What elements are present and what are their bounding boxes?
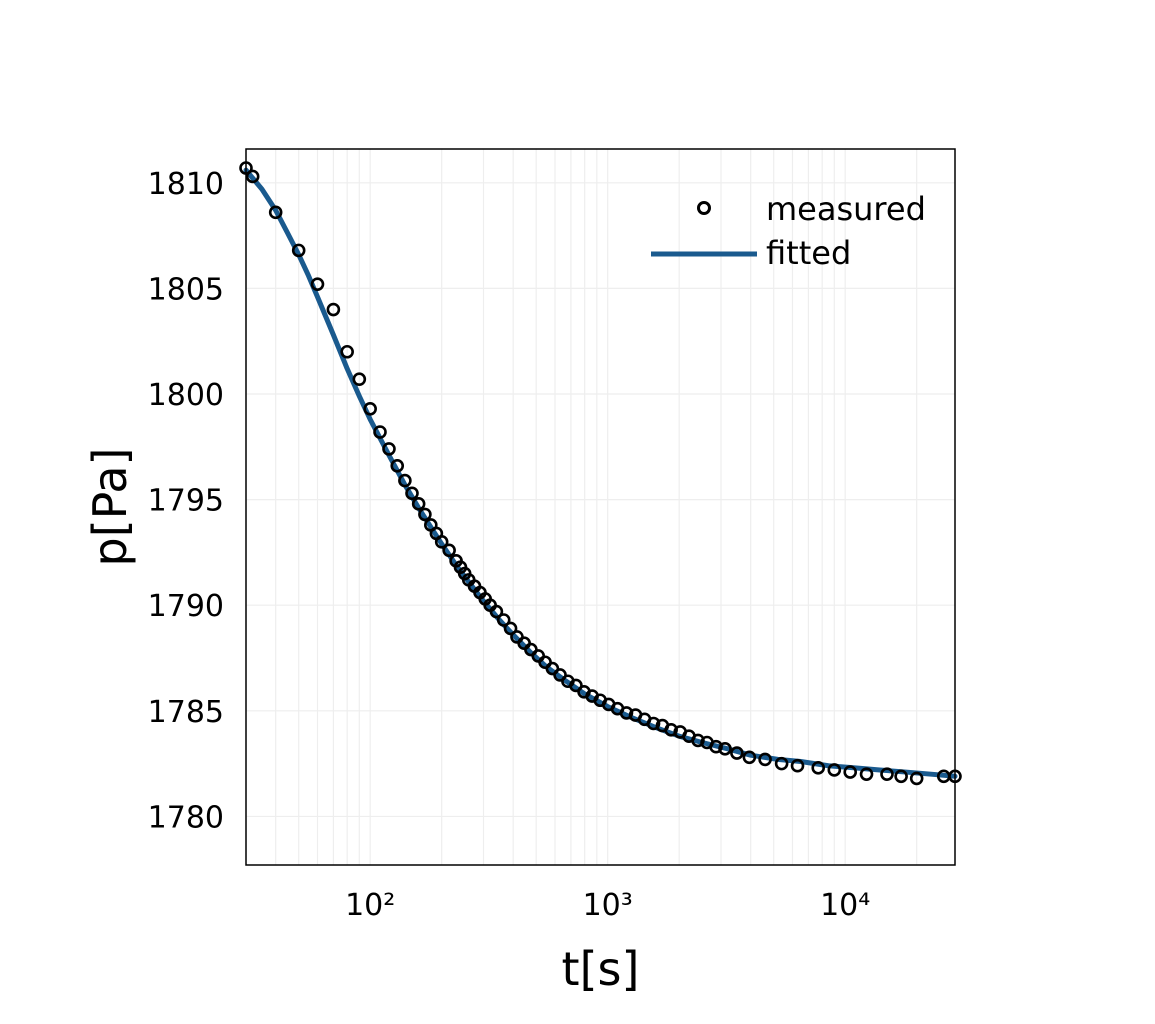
y-tick-label: 1795 (148, 484, 224, 519)
y-tick-label: 1805 (148, 272, 224, 307)
legend-measured-marker (697, 201, 711, 215)
measured-point (363, 401, 377, 416)
measured-point (758, 752, 772, 767)
measured-point (352, 372, 367, 387)
measured-point (390, 459, 405, 473)
measured-point (398, 473, 412, 488)
measured-point (489, 604, 504, 619)
measured-point (291, 243, 306, 258)
measured-point (373, 425, 387, 439)
y-tick-label: 1780 (148, 800, 224, 835)
x-tick-label: 10³ (583, 888, 633, 923)
measured-point (340, 344, 354, 359)
x-axis-ticks: 10² 10³ 10⁴ (345, 888, 870, 923)
measured-point (909, 771, 924, 786)
measured-point (418, 507, 432, 522)
measured-point (718, 742, 732, 756)
y-tick-label: 1810 (148, 167, 224, 202)
measured-point (742, 750, 757, 765)
measured-point (496, 613, 511, 627)
y-axis-ticks: 1780 1785 1790 1795 1800 1805 1810 (148, 167, 224, 836)
measured-point (442, 543, 456, 558)
legend-measured-label: measured (766, 190, 926, 228)
measured-point (843, 765, 858, 779)
y-tick-label: 1800 (148, 378, 224, 413)
measured-point (880, 767, 894, 781)
measured-point (382, 442, 396, 456)
measured-point (569, 678, 583, 693)
measured-point (326, 302, 341, 317)
measured-point (709, 739, 723, 754)
legend: measured fitted (651, 190, 926, 272)
measured-point (245, 169, 260, 184)
measured-point (827, 763, 842, 777)
measured-point (646, 716, 661, 731)
x-axis-label: t[s] (562, 942, 640, 996)
measured-point (411, 497, 426, 511)
grid-lines (245, 149, 955, 865)
measured-point (730, 746, 744, 760)
measured-point (619, 706, 634, 720)
legend-fitted-label: fitted (766, 234, 851, 272)
x-tick-label: 10² (345, 888, 395, 923)
measured-point (774, 756, 789, 771)
measured-point (405, 486, 419, 501)
measured-point (664, 723, 678, 737)
measured-point (268, 205, 283, 220)
y-tick-label: 1785 (148, 695, 224, 730)
measured-point (310, 277, 325, 291)
measured-point (434, 535, 449, 549)
measured-point (894, 769, 908, 784)
x-tick-label: 10⁴ (820, 888, 870, 923)
y-axis-label: p[Pa] (83, 448, 137, 567)
y-tick-label: 1790 (148, 589, 224, 624)
measured-point (811, 761, 826, 775)
measured-point (503, 621, 518, 636)
plot-frame (245, 148, 956, 866)
measured-point (691, 733, 705, 748)
measured-point (859, 767, 874, 781)
measured-point (790, 758, 805, 773)
